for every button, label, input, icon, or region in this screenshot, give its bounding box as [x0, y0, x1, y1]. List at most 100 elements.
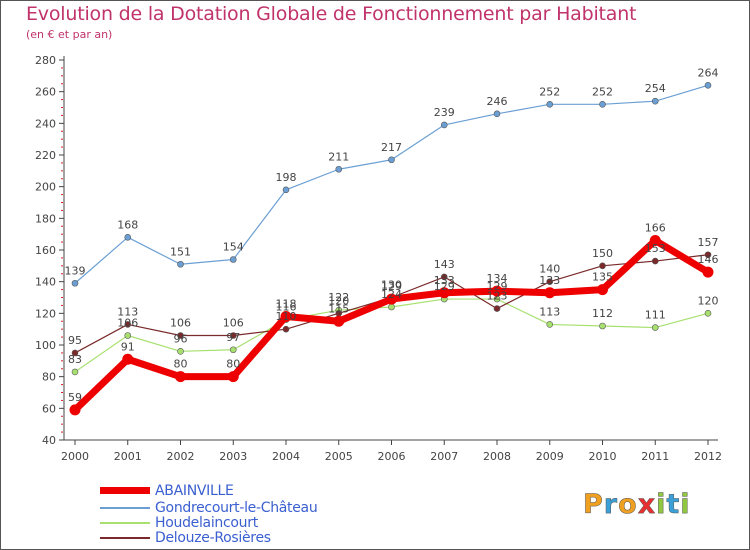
data-label: 198	[276, 171, 297, 184]
data-point	[599, 322, 606, 330]
legend-label: Gondrecourt-le-Château	[155, 500, 318, 516]
logo-letter: r	[603, 489, 619, 521]
data-point	[177, 260, 184, 268]
data-label: 95	[68, 334, 82, 347]
y-minor-tick	[61, 423, 63, 425]
data-label: 151	[170, 245, 191, 258]
logo-letter: i	[680, 489, 691, 521]
x-tick-label: 2011	[641, 450, 669, 463]
data-label: 217	[381, 141, 402, 154]
y-tick-label: 100	[35, 339, 56, 352]
data-label: 80	[226, 358, 240, 371]
y-tick-label: 260	[35, 86, 56, 99]
legend-swatch	[100, 487, 150, 494]
data-label: 140	[539, 263, 560, 276]
data-point	[124, 234, 132, 241]
y-minor-tick	[61, 225, 63, 227]
y-minor-tick	[61, 360, 63, 362]
data-label: 146	[698, 253, 719, 266]
data-point	[388, 303, 395, 311]
legend-label: Delouze-Rosières	[155, 530, 271, 546]
data-point	[71, 349, 79, 357]
data-point	[544, 287, 556, 299]
data-point	[177, 332, 184, 339]
data-point	[599, 262, 606, 270]
data-label: 239	[434, 106, 455, 119]
x-tick-label: 2012	[694, 450, 722, 463]
data-point	[69, 404, 81, 416]
data-label: 59	[68, 391, 82, 404]
y-minor-tick	[61, 146, 63, 148]
y-minor-tick	[61, 107, 63, 108]
data-label: 113	[539, 305, 560, 318]
y-tick-label: 120	[35, 307, 56, 320]
y-minor-tick	[61, 336, 63, 338]
data-point	[651, 257, 659, 265]
y-minor-tick	[61, 431, 63, 433]
data-point	[493, 305, 501, 312]
data-label: 252	[592, 85, 613, 98]
data-point	[335, 165, 343, 173]
data-point	[599, 101, 606, 108]
logo-letter: o	[618, 489, 638, 521]
data-label: 80	[174, 358, 188, 371]
data-point	[124, 321, 132, 328]
y-minor-tick	[61, 352, 63, 354]
y-minor-tick	[61, 178, 63, 180]
data-label: 118	[276, 298, 297, 311]
data-label: 150	[592, 247, 613, 260]
y-minor-tick	[61, 114, 63, 116]
data-label: 133	[539, 274, 560, 287]
legend-label: ABAINVILLE	[155, 483, 234, 499]
data-point	[386, 293, 397, 305]
y-minor-tick	[61, 202, 63, 203]
data-label: 246	[487, 95, 508, 108]
x-tick-label: 2010	[589, 450, 617, 463]
data-point	[280, 311, 292, 322]
y-minor-tick	[61, 265, 63, 267]
data-label: 112	[592, 307, 613, 320]
data-label: 129	[381, 280, 402, 293]
y-minor-tick	[61, 83, 63, 85]
y-minor-tick	[61, 170, 63, 172]
y-minor-tick	[61, 273, 63, 275]
data-point	[491, 285, 503, 297]
data-point	[651, 97, 659, 105]
data-point	[177, 348, 184, 355]
data-point	[597, 284, 608, 296]
data-label: 124	[381, 288, 402, 301]
data-label: 106	[223, 317, 244, 330]
data-label: 83	[68, 353, 82, 366]
y-minor-tick	[61, 99, 63, 101]
data-label: 135	[592, 271, 613, 284]
data-label: 96	[174, 332, 188, 345]
data-label: 129	[434, 280, 455, 293]
y-minor-tick	[61, 297, 63, 298]
data-point	[229, 256, 237, 263]
data-point	[649, 235, 661, 246]
data-point	[440, 121, 448, 129]
data-label: 139	[65, 264, 86, 277]
logo-letter: t	[666, 489, 681, 521]
data-label: 91	[121, 340, 135, 353]
data-label: 130	[381, 279, 402, 292]
data-label: 143	[434, 258, 455, 271]
y-minor-tick	[61, 138, 63, 140]
data-point	[546, 101, 554, 108]
data-point	[440, 273, 448, 281]
data-point	[282, 186, 290, 194]
y-minor-tick	[61, 162, 63, 164]
data-point	[227, 371, 239, 383]
y-tick-label: 220	[35, 149, 56, 162]
data-point	[546, 278, 554, 285]
data-label: 166	[645, 222, 666, 235]
legend-swatch	[100, 522, 150, 524]
data-point	[702, 266, 714, 278]
data-label: 153	[645, 242, 666, 255]
data-label: 252	[539, 85, 560, 98]
y-tick-label: 80	[42, 371, 56, 384]
data-point	[71, 368, 79, 376]
y-tick-label: 240	[35, 117, 56, 130]
data-label: 120	[698, 294, 719, 307]
data-label: 116	[276, 301, 297, 314]
